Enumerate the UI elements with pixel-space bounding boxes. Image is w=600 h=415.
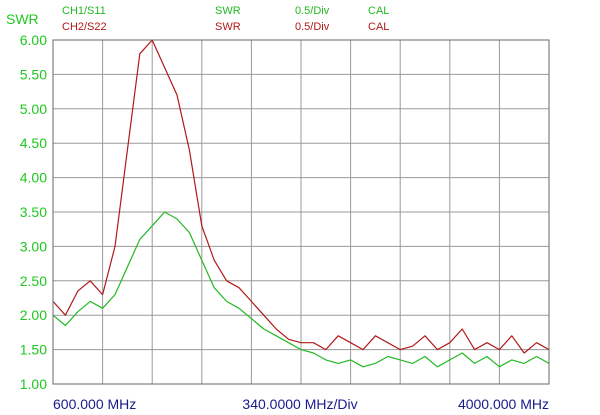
- y-tick-label: 1.00: [20, 376, 47, 392]
- y-tick-label: 1.50: [20, 342, 47, 358]
- trace-ch1-s11: [52, 211, 550, 368]
- y-tick-label: 5.50: [20, 66, 47, 82]
- x-stop-label: 4000.000 MHz: [458, 396, 549, 412]
- y-tick-label: 2.50: [20, 273, 47, 289]
- y-tick-label: 3.50: [20, 204, 47, 220]
- ch2-scale: 0.5/Div: [295, 21, 330, 33]
- y-tick-label: 4.00: [20, 170, 47, 186]
- y-tick-label: 3.00: [20, 238, 47, 254]
- y-tick-labels: 6.00 5.50 5.00 4.50 4.00 3.50 3.00 2.50 2.00 1.50…: [20, 32, 47, 392]
- ch1-status: CAL: [368, 5, 389, 17]
- ch1-scale: 0.5/Div: [295, 5, 330, 17]
- ch2-name: CH2/S22: [62, 21, 107, 33]
- trace-layer: [52, 39, 550, 368]
- y-axis-label: SWR: [6, 11, 39, 27]
- trace-ch2-s22: [52, 39, 550, 354]
- plot-grid: [53, 40, 549, 384]
- y-tick-label: 4.50: [20, 135, 47, 151]
- ch2-format: SWR: [215, 21, 241, 33]
- x-div-label: 340.0000 MHz/Div: [242, 396, 357, 412]
- ch1-format: SWR: [215, 5, 241, 17]
- y-tick-label: 5.00: [20, 101, 47, 117]
- y-tick-label: 2.00: [20, 307, 47, 323]
- x-start-label: 600.000 MHz: [53, 396, 136, 412]
- plot-frame: [52, 39, 550, 385]
- ch2-status: CAL: [368, 21, 389, 33]
- ch1-name: CH1/S11: [62, 5, 106, 17]
- y-tick-label: 6.00: [20, 32, 47, 48]
